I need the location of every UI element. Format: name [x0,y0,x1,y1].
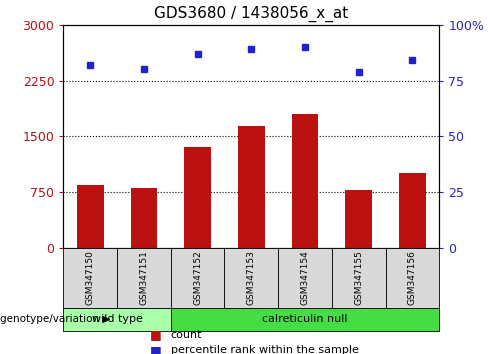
Bar [224,248,278,308]
Text: GSM347150: GSM347150 [86,250,95,306]
Bar [117,248,171,308]
Bar [292,114,318,248]
Text: GSM347152: GSM347152 [193,251,202,305]
Bar [346,190,372,248]
Text: GSM347151: GSM347151 [140,250,148,306]
Text: calreticulin null: calreticulin null [262,314,348,325]
Bar [278,248,332,308]
Bar [63,248,117,308]
Bar [131,188,157,248]
Bar [77,185,103,248]
Text: ■: ■ [150,328,162,341]
Text: percentile rank within the sample: percentile rank within the sample [171,346,359,354]
Text: ■: ■ [150,344,162,354]
Bar [386,248,439,308]
Bar [399,173,426,248]
Bar [184,147,211,248]
Text: GSM347154: GSM347154 [301,251,309,305]
Text: genotype/variation ▶: genotype/variation ▶ [0,314,110,325]
Bar [171,248,224,308]
Text: GSM347156: GSM347156 [408,250,417,306]
Bar [238,126,264,248]
Bar [171,308,439,331]
Text: count: count [171,330,203,339]
Title: GDS3680 / 1438056_x_at: GDS3680 / 1438056_x_at [154,6,348,22]
Bar [332,248,386,308]
Text: wild type: wild type [92,314,142,325]
Bar [63,308,171,331]
Text: GSM347155: GSM347155 [354,250,363,306]
Text: GSM347153: GSM347153 [247,250,256,306]
